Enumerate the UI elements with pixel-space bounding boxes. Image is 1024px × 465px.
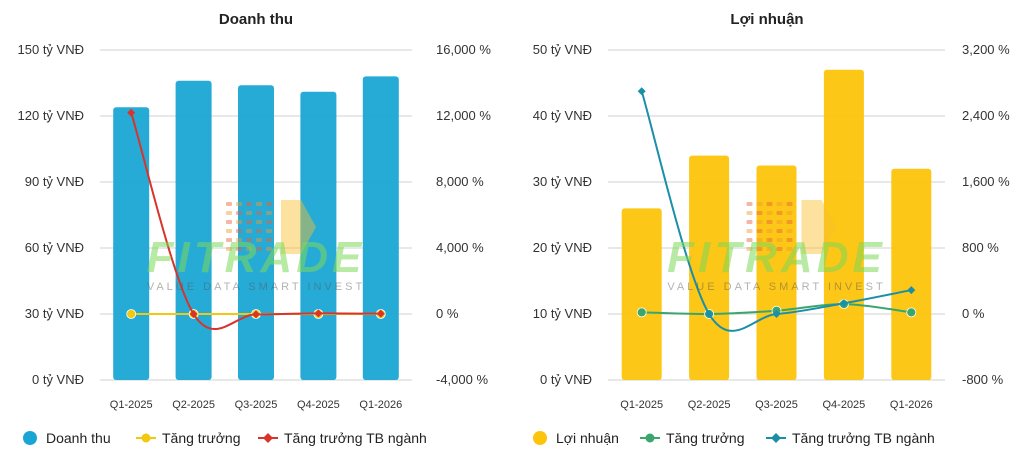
legend-marker-icon [645, 433, 655, 443]
bar-Q2-2025 [175, 80, 212, 381]
bar-Q1-2026 [362, 76, 399, 381]
bar-Q1-2025 [621, 208, 662, 380]
legend-label: Tăng trưởng TB ngành [284, 430, 427, 446]
point-Q1-2026 [376, 309, 385, 318]
point-Q1-2026 [906, 307, 917, 318]
right-axis-tick-label: 3,200 % [962, 42, 1010, 57]
watermark-subtext: VALUE DATA SMART INVEST [667, 281, 885, 293]
bar-Q2-2025 [689, 155, 730, 380]
left-axis-tick-label: 30 tỷ VNĐ [25, 306, 84, 321]
watermark-logo-icon [226, 200, 316, 254]
left-axis-tick-label: 90 tỷ VNĐ [25, 174, 84, 189]
x-axis-tick-label: Q3-2025 [235, 399, 278, 411]
left-axis-tick-label: 10 tỷ VNĐ [533, 306, 592, 321]
legend-label: Tăng trưởng [162, 430, 240, 446]
x-axis-tick-label: Q4-2025 [822, 399, 865, 411]
right-axis-tick-label: 8,000 % [436, 174, 484, 189]
bar-Q1-2025 [113, 107, 150, 380]
legend-swatch-icon [23, 431, 37, 445]
legend-marker-icon [141, 433, 151, 443]
point-Q2-2025 [705, 310, 714, 318]
right-axis-tick-label: 4,000 % [436, 240, 484, 255]
legend-label: Tăng trưởng TB ngành [792, 430, 935, 446]
right-axis-tick-label: -4,000 % [436, 372, 488, 387]
left-axis-tick-label: 150 tỷ VNĐ [18, 42, 84, 57]
x-axis-tick-label: Q1-2025 [620, 399, 663, 411]
x-axis-tick-label: Q1-2026 [890, 399, 933, 411]
point-Q1-2025 [636, 307, 647, 318]
watermark-text: FITRADE [667, 233, 886, 282]
x-axis-tick-label: Q1-2025 [110, 399, 153, 411]
right-axis-tick-label: 0 % [962, 306, 985, 321]
left-axis-tick-label: 0 tỷ VNĐ [540, 372, 592, 387]
chart-title: Lợi nhuận [730, 11, 803, 28]
bar-Q1-2026 [891, 168, 932, 380]
watermark-logo-icon [746, 200, 837, 254]
chart-title: Doanh thu [219, 11, 293, 28]
left-axis-tick-label: 60 tỷ VNĐ [25, 240, 84, 255]
x-axis-tick-label: Q2-2025 [688, 399, 731, 411]
left-axis-tick-label: 120 tỷ VNĐ [18, 108, 84, 123]
legend-item-1: Doanh thu [23, 430, 111, 446]
point-Q1-2025 [126, 309, 137, 319]
legend-label: Doanh thu [46, 430, 111, 446]
right-axis-tick-label: 0 % [436, 306, 459, 321]
legend-item-2: Tăng trưởng [640, 430, 744, 446]
point-Q1-2026 [907, 286, 916, 295]
right-axis-tick-label: -800 % [962, 372, 1004, 387]
left-axis-tick-label: 50 tỷ VNĐ [533, 42, 592, 57]
legend-item-2: Tăng trưởng [136, 430, 240, 446]
point-Q1-2025 [637, 87, 646, 96]
legend-swatch-icon [533, 431, 547, 445]
bar-Q4-2025 [300, 91, 337, 381]
right-axis-tick-label: 16,000 % [436, 42, 491, 57]
legend-label: Tăng trưởng [666, 430, 744, 446]
right-axis-tick-label: 800 % [962, 240, 999, 255]
x-axis-tick-label: Q3-2025 [755, 399, 798, 411]
left-axis-tick-label: 40 tỷ VNĐ [533, 108, 592, 123]
series-line-Tăng trưởng TB ngành [130, 112, 381, 330]
legend-marker-icon [771, 433, 781, 443]
point-Q1-2025 [127, 108, 136, 117]
right-axis-tick-label: 1,600 % [962, 174, 1010, 189]
series-line-Tăng trưởng TB ngành [640, 90, 912, 332]
left-axis-tick-label: 0 tỷ VNĐ [32, 372, 84, 387]
chart-2: Lợi nhuận 0 tỷ VNĐ 10 tỷ VNĐ 20 tỷ VNĐ 30 tỷ… [533, 11, 1010, 446]
legend-item-1: Lợi nhuận [533, 430, 619, 446]
point-Q3-2025 [252, 310, 260, 319]
x-axis-tick-label: Q4-2025 [297, 399, 340, 411]
legend-item-3: Tăng trưởng TB ngành [258, 430, 427, 446]
chart-1: Doanh thu 0 tỷ VNĐ 30 tỷ VNĐ 60 tỷ VNĐ 90 tỷ… [18, 11, 492, 446]
point-Q4-2025 [314, 309, 323, 318]
legend-label: Lợi nhuận [556, 430, 619, 446]
point-Q2-2025 [189, 310, 198, 318]
bar-Q3-2025 [756, 165, 797, 380]
bar-Q3-2025 [238, 85, 274, 380]
watermark-subtext: VALUE DATA SMART INVEST [147, 281, 365, 293]
x-axis-tick-label: Q2-2025 [172, 399, 215, 411]
left-axis-tick-label: 20 tỷ VNĐ [533, 240, 592, 255]
right-axis-tick-label: 2,400 % [962, 108, 1010, 123]
left-axis-tick-label: 30 tỷ VNĐ [533, 174, 592, 189]
right-axis-tick-label: 12,000 % [436, 108, 491, 123]
legend-marker-icon [263, 433, 273, 443]
point-Q3-2025 [772, 310, 781, 318]
point-Q4-2025 [839, 299, 848, 308]
legend-item-3: Tăng trưởng TB ngành [766, 430, 935, 446]
x-axis-tick-label: Q1-2026 [359, 399, 402, 411]
watermark-text: FITRADE [147, 233, 366, 282]
